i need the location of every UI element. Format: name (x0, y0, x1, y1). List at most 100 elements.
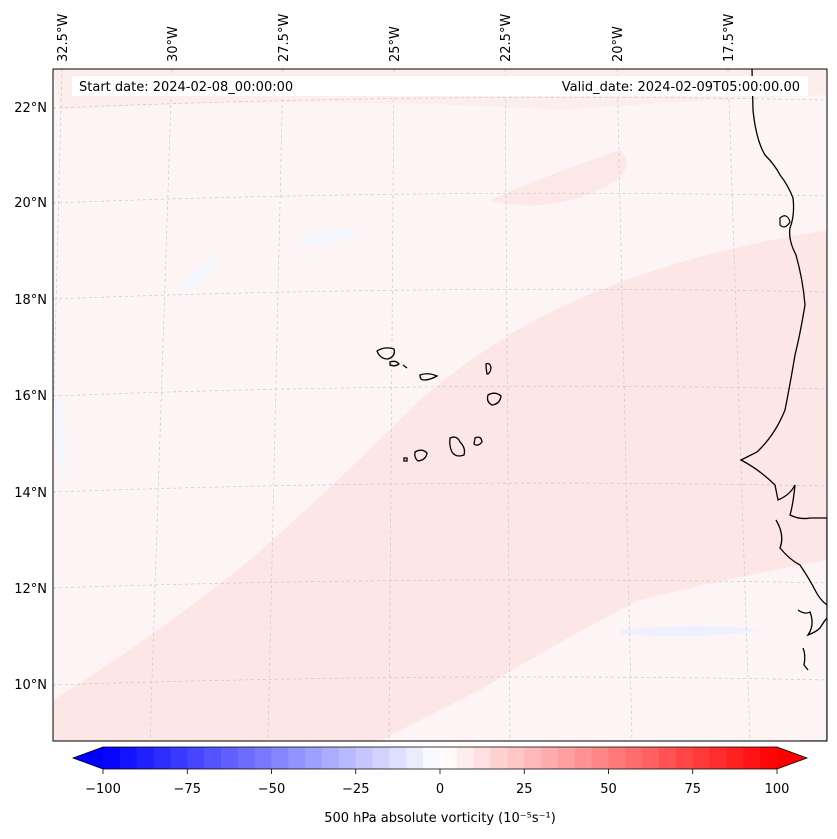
colorbar-cell (659, 747, 677, 769)
colorbar-cell (322, 747, 340, 769)
island-brava (403, 457, 408, 462)
banc-arguin-island (779, 215, 791, 228)
colorbar: −100 −75 −50 −25 0 25 50 75 100 500 hPa … (71, 746, 809, 826)
colorbar-tick-label: −25 (342, 782, 369, 797)
colorbar-cell (153, 747, 171, 769)
colorbar-cell (423, 747, 441, 769)
colorbar-cell (187, 747, 205, 769)
island-sao-nicolau (419, 373, 439, 381)
colorbar-cell (136, 747, 155, 769)
vorticity-field (53, 69, 827, 741)
lat-label: 14°N (14, 486, 47, 501)
negative-vorticity-patch-1 (55, 380, 66, 480)
island-maio (473, 436, 483, 446)
lon-label: 30°W (166, 26, 181, 62)
lon-label: 17.5°W (722, 14, 737, 62)
colorbar-cell (271, 747, 289, 769)
colorbar-cell (456, 747, 475, 769)
colorbar-cell (372, 747, 391, 769)
colorbar-extend-high (777, 747, 807, 769)
colorbar-cell (254, 747, 273, 769)
valid-date-label: Valid_date: 2024-02-09T05:00:00.00 (562, 80, 800, 95)
negative-vorticity-patch-3 (300, 228, 360, 245)
island-santiago (449, 436, 466, 457)
positive-vorticity-lower (53, 695, 380, 741)
colorbar-cell (204, 747, 222, 769)
lon-label: 32.5°W (56, 14, 71, 62)
island-fogo (414, 449, 428, 462)
colorbar-cell (591, 747, 610, 769)
colorbar-cell (541, 747, 559, 769)
info-strip (72, 76, 808, 96)
colorbar-cell (305, 747, 323, 769)
colorbar-cell (355, 747, 374, 769)
colorbar-tick-label: −100 (85, 782, 121, 797)
island-boa-vista (486, 392, 502, 406)
lon-label: 27.5°W (277, 14, 292, 62)
lat-label: 18°N (14, 293, 47, 308)
guinea-coastline (802, 647, 809, 671)
lat-label: 20°N (14, 196, 47, 211)
negative-vorticity-patch-4 (180, 255, 220, 292)
colorbar-tick-label: 25 (516, 782, 533, 797)
colorbar-cell (220, 747, 239, 769)
guinea-bissau-coastline (775, 519, 827, 606)
colorbar-cell (406, 747, 424, 769)
colorbar-cell (642, 747, 660, 769)
colorbar-cell (119, 747, 138, 769)
colorbar-tick-label: −50 (258, 782, 285, 797)
colorbar-tick-label: 50 (600, 782, 617, 797)
colorbar-cell (608, 747, 626, 769)
start-date-label: Start date: 2024-02-08_00:00:00 (79, 80, 293, 95)
positive-vorticity-band (53, 230, 827, 741)
island-sal (485, 362, 492, 375)
island-santo-antao (376, 347, 396, 360)
latitude-labels: 22°N 20°N 18°N 16°N 14°N 12°N 10°N (14, 101, 47, 693)
cape-verde-islands (376, 347, 502, 462)
lat-label: 16°N (14, 389, 47, 404)
lat-label: 10°N (14, 678, 47, 693)
colorbar-cell (507, 747, 525, 769)
lat-label: 22°N (14, 101, 47, 116)
colorbar-cell (440, 747, 458, 769)
colorbar-cell (625, 747, 643, 769)
colorbar-cell (557, 747, 576, 769)
colorbar-cell (743, 747, 761, 769)
colorbar-cell (574, 747, 593, 769)
lat-label: 12°N (14, 582, 47, 597)
colorbar-cell (170, 747, 188, 769)
map-frame (52, 68, 828, 742)
colorbar-extend-low (73, 747, 103, 769)
colorbar-cell (726, 747, 744, 769)
colorbar-cells (103, 747, 778, 769)
positive-vorticity-patch (490, 150, 627, 206)
lon-label: 25°W (388, 26, 403, 62)
colorbar-cell (473, 747, 492, 769)
colorbar-cell (760, 747, 778, 769)
colorbar-tick-label: 100 (765, 782, 790, 797)
colorbar-cell (675, 747, 694, 769)
colorbar-cell (692, 747, 711, 769)
colorbar-cell (389, 747, 407, 769)
island-santa-luzia (402, 364, 408, 369)
colorbar-label: 500 hPa absolute vorticity (10⁻⁵s⁻¹) (324, 811, 556, 826)
colorbar-cell (103, 747, 121, 769)
colorbar-tick-label: 0 (436, 782, 444, 797)
colorbar-cell (524, 747, 542, 769)
negative-vorticity-patch-2 (620, 626, 760, 637)
colorbar-cell (490, 747, 508, 769)
lon-label: 20°W (611, 26, 626, 62)
colorbar-tick-label: −75 (174, 782, 201, 797)
colorbar-cell (288, 747, 306, 769)
colorbar-cell (237, 747, 256, 769)
colorbar-ticks: −100 −75 −50 −25 0 25 50 75 100 (85, 769, 789, 797)
island-sao-vicente (389, 360, 400, 367)
africa-coastline (739, 69, 827, 741)
bijagos-coastline (797, 609, 827, 637)
colorbar-tick-label: 75 (684, 782, 701, 797)
colorbar-cell (709, 747, 728, 769)
lon-label: 22.5°W (499, 14, 514, 62)
colorbar-cell (338, 747, 357, 769)
longitude-labels: 32.5°W 30°W 27.5°W 25°W 22.5°W 20°W 17.5… (56, 14, 737, 62)
